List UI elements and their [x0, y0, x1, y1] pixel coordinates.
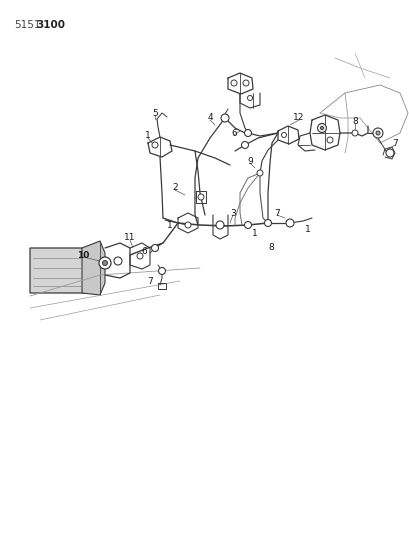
Circle shape — [285, 219, 293, 227]
Circle shape — [220, 114, 229, 122]
Circle shape — [216, 221, 223, 229]
Text: 3: 3 — [229, 208, 235, 217]
Circle shape — [158, 268, 165, 274]
Text: 6: 6 — [141, 246, 146, 255]
Circle shape — [99, 257, 111, 269]
Circle shape — [102, 261, 107, 265]
Text: 7: 7 — [274, 208, 279, 217]
Text: 1: 1 — [252, 229, 257, 238]
Polygon shape — [30, 248, 88, 293]
Circle shape — [230, 80, 236, 86]
Circle shape — [137, 253, 143, 259]
Circle shape — [281, 133, 286, 138]
Text: 1: 1 — [145, 131, 151, 140]
Text: 4: 4 — [207, 114, 212, 123]
Text: 2: 2 — [172, 183, 178, 192]
Text: 3100: 3100 — [36, 20, 65, 30]
Circle shape — [247, 95, 252, 101]
Circle shape — [326, 137, 332, 143]
Text: 7: 7 — [147, 277, 153, 286]
Circle shape — [317, 124, 326, 133]
Circle shape — [385, 149, 393, 157]
Circle shape — [375, 131, 379, 135]
Text: 10: 10 — [76, 251, 89, 260]
Text: 9: 9 — [247, 157, 252, 166]
Circle shape — [198, 194, 204, 200]
Text: 12: 12 — [292, 114, 304, 123]
Circle shape — [264, 220, 271, 227]
Circle shape — [241, 141, 248, 149]
Circle shape — [372, 128, 382, 138]
Circle shape — [244, 130, 251, 136]
Text: 5151: 5151 — [14, 20, 40, 30]
Circle shape — [152, 142, 157, 148]
Circle shape — [256, 170, 262, 176]
Circle shape — [243, 80, 248, 86]
Polygon shape — [82, 241, 105, 295]
Text: 6: 6 — [231, 128, 236, 138]
Circle shape — [151, 245, 158, 252]
Text: 8: 8 — [351, 117, 357, 125]
Text: 1: 1 — [304, 225, 310, 235]
Circle shape — [244, 222, 251, 229]
Text: 1: 1 — [167, 221, 173, 230]
Text: 5: 5 — [152, 109, 157, 117]
Text: 7: 7 — [391, 139, 397, 148]
Circle shape — [114, 257, 122, 265]
Text: 8: 8 — [267, 244, 273, 253]
Circle shape — [184, 222, 191, 228]
Circle shape — [351, 130, 357, 136]
Text: 11: 11 — [124, 233, 135, 243]
Circle shape — [320, 126, 323, 130]
